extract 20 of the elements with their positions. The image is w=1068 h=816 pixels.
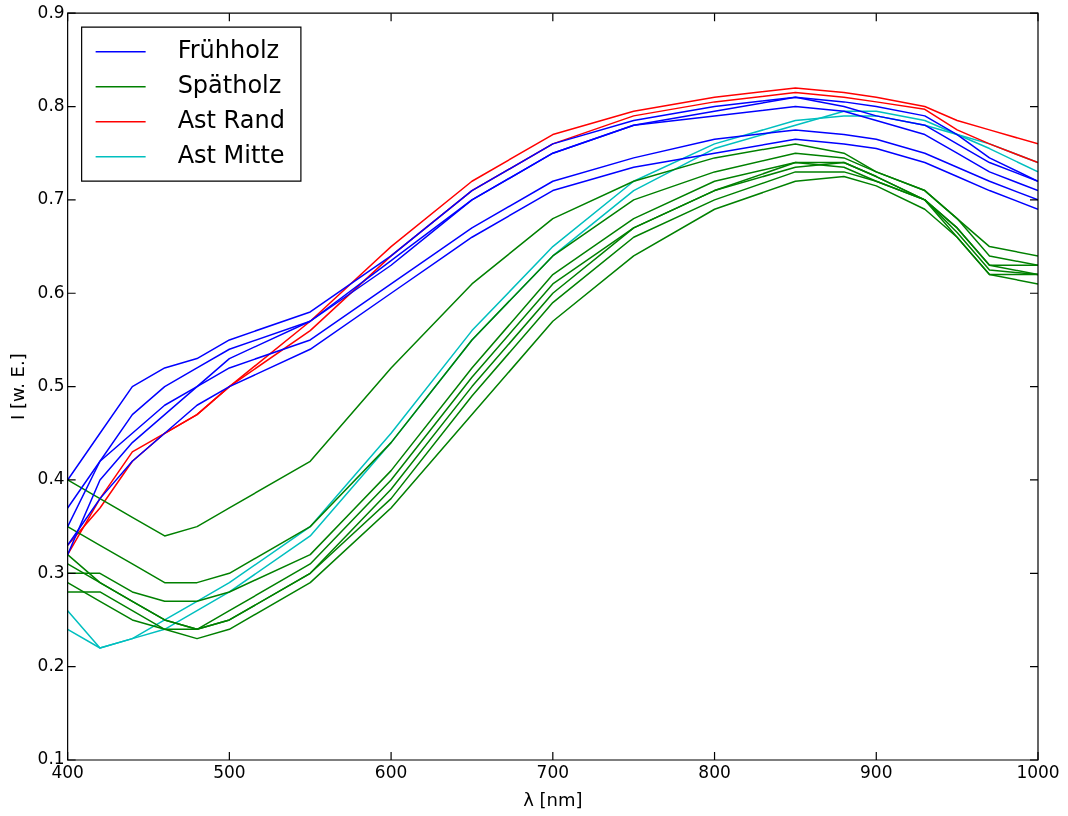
legend-label: Spätholz [177,70,282,99]
y-tick-label: 0.6 [37,281,65,302]
y-tick-label: 0.9 [37,1,65,22]
x-tick-label: 700 [536,761,570,782]
y-tick-label: 0.4 [37,468,65,489]
x-tick-label: 500 [213,761,246,782]
x-tick-label: 600 [374,761,408,782]
y-tick-label: 0.5 [37,375,65,396]
y-axis-title: I [w. E.] [7,353,29,420]
y-tick-label: 0.2 [37,655,65,676]
x-tick-label: 800 [698,761,731,782]
y-tick-label: 0.3 [37,561,65,582]
legend-label: Ast Rand [177,105,285,134]
legend-label: Ast Mitte [177,140,285,169]
y-tick-label: 0.7 [37,188,65,209]
legend-label: Frühholz [177,35,280,64]
x-tick-label: 1000 [1016,761,1060,782]
x-tick-label: 900 [860,761,893,782]
y-tick-label: 0.8 [37,94,65,115]
x-axis-title: λ [nm] [523,788,583,810]
